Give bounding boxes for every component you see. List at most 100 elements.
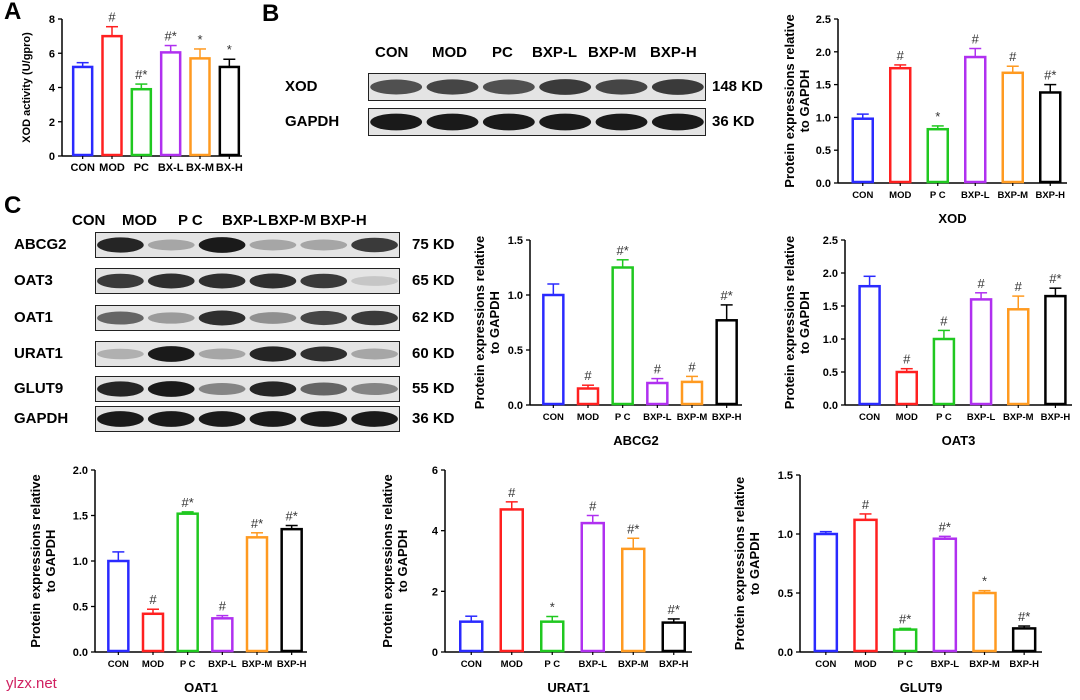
y-tick-label: 1.0 (778, 529, 793, 541)
panel-label-b: B (262, 0, 280, 27)
molecular-weight-label: 75 KD (412, 236, 455, 253)
x-tick-label: BXP-M (969, 659, 1000, 670)
bar-mod (853, 518, 878, 653)
x-tick-label: P C (930, 190, 946, 201)
protein-band (351, 310, 398, 326)
bar-bxp-h (1039, 91, 1062, 184)
x-tick-label: CON (108, 659, 129, 670)
y-tick-label: 4 (49, 83, 56, 95)
protein-band (300, 382, 348, 396)
bar-bxp-h (1011, 627, 1037, 653)
protein-band (426, 79, 479, 95)
bar-bx-l (159, 51, 182, 157)
protein-band (351, 348, 398, 360)
x-tick-label: MOD (896, 412, 918, 423)
y-tick-label: 0.0 (823, 400, 838, 412)
protein-band (198, 382, 246, 396)
significance-label: # (508, 485, 516, 500)
lane-label: CON (72, 212, 106, 229)
x-tick-label: BX-L (158, 162, 184, 174)
bar-bxp-h (661, 621, 686, 653)
molecular-weight-label: 65 KD (412, 272, 455, 289)
bar-bxp-l (969, 298, 993, 406)
x-tick-label: BX-H (216, 162, 243, 174)
bar-bxp-l (646, 381, 669, 406)
protein-band (147, 273, 195, 289)
significance-label: # (940, 313, 948, 328)
blot-row-label: OAT1 (14, 309, 53, 326)
protein-band (198, 348, 246, 360)
bar-bxp-h (715, 319, 738, 406)
protein-band (651, 79, 704, 95)
protein-band (300, 273, 348, 289)
significance-label: #* (1049, 271, 1061, 286)
y-axis-label: to GAPDH (797, 291, 812, 354)
significance-label: #* (1044, 68, 1056, 83)
y-tick-label: 2 (49, 117, 55, 129)
significance-label: #* (182, 495, 194, 510)
blot-strip (368, 108, 706, 136)
lane-label: BXP-L (222, 212, 267, 229)
bar-mod (101, 34, 123, 157)
x-tick-label: BXP-M (1003, 412, 1034, 423)
protein-band (249, 312, 297, 324)
y-axis-label: to GAPDH (395, 530, 410, 593)
x-tick-label: BXP-M (618, 659, 649, 670)
chart-oat3: 0.0 0.5 1.0 1.5 2.0 2.5 CON # MOD # P C # BXP-L # BXP-… (782, 235, 1072, 448)
protein-band (198, 273, 246, 289)
y-axis-label: to GAPDH (797, 70, 812, 133)
y-tick-label: 2.0 (823, 268, 838, 280)
protein-band (351, 276, 398, 286)
x-tick-label: BXP-M (677, 412, 708, 423)
x-tick-label: P C (615, 412, 631, 423)
protein-band (249, 239, 297, 251)
protein-band (97, 237, 144, 253)
protein-band (539, 79, 592, 95)
y-tick-label: 0.5 (816, 145, 831, 157)
protein-band (300, 310, 348, 326)
molecular-weight-label: 60 KD (412, 345, 455, 362)
bar-bxp-h (1044, 294, 1067, 406)
x-tick-label: BX-M (186, 162, 214, 174)
lane-label: BXP-H (650, 44, 697, 61)
x-tick-label: PC (134, 162, 149, 174)
lane-label: MOD (432, 44, 467, 61)
molecular-weight-label: 148 KD (712, 78, 763, 95)
blot-row-label: GLUT9 (14, 380, 64, 397)
protein-band (249, 411, 297, 427)
x-tick-label: BXP-M (997, 190, 1028, 201)
blot-row-label: GAPDH (14, 410, 69, 427)
lane-label: P C (178, 212, 203, 229)
x-tick-label: BXP-L (643, 412, 672, 423)
x-axis-title: GLUT9 (900, 680, 943, 695)
x-tick-label: MOD (142, 659, 164, 670)
blot-row-label: OAT3 (14, 272, 53, 289)
y-tick-label: 2.5 (816, 14, 831, 26)
molecular-weight-label: 55 KD (412, 380, 455, 397)
protein-band (482, 79, 535, 95)
y-tick-label: 0.0 (778, 647, 793, 659)
y-tick-label: 1.0 (816, 112, 831, 124)
bar-pc (932, 337, 956, 406)
significance-label: # (149, 592, 157, 607)
lane-label: BXP-L (532, 44, 577, 61)
significance-label: * (935, 109, 940, 124)
bar-pc (892, 628, 918, 653)
y-tick-label: 2.0 (73, 465, 88, 477)
y-tick-label: 1.5 (778, 470, 793, 482)
x-tick-label: BXP-H (1035, 190, 1065, 201)
protein-band (97, 381, 144, 397)
significance-label: # (1009, 49, 1017, 64)
y-axis-label: Protein expressions relative (28, 474, 43, 647)
protein-band (147, 411, 195, 427)
protein-band (370, 79, 423, 95)
x-axis-title: ABCG2 (613, 433, 659, 448)
bar-bxp-m (1001, 71, 1024, 184)
bar-bxp-l (211, 617, 234, 653)
significance-label: #* (899, 611, 911, 626)
western-blot-b: CON MOD PC BXP-L BXP-M BXP-H XOD 148 KD GAPDH 36 … (0, 0, 780, 160)
x-axis-title: OAT3 (942, 433, 976, 448)
significance-label: #* (668, 602, 680, 617)
x-tick-label: BXP-H (659, 659, 689, 670)
